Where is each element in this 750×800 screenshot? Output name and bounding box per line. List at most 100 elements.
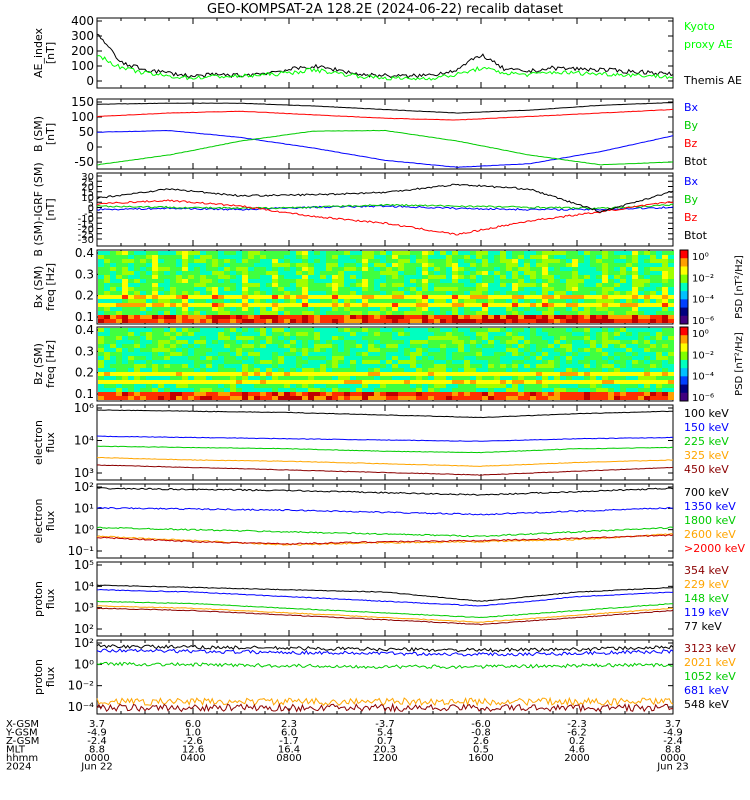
spectrogram-cell — [590, 364, 596, 368]
spectrogram-cell — [476, 275, 482, 279]
spectrogram-cell — [392, 348, 398, 352]
spectrogram-cell — [656, 340, 662, 344]
spectrogram-cell — [572, 295, 578, 299]
y-tick-label: 100 — [71, 59, 94, 73]
spectrogram-cell — [572, 372, 578, 376]
spectrogram-cell — [626, 267, 632, 271]
spectrogram-cell — [638, 372, 644, 376]
spectrogram-cell — [350, 279, 356, 283]
spectrogram-cell — [638, 328, 644, 332]
spectrogram-cell — [188, 283, 194, 287]
footer-value: 0.5 — [473, 745, 489, 756]
spectrogram-cell — [608, 263, 614, 267]
spectrogram-cell — [512, 364, 518, 368]
spectrogram-cell — [476, 392, 482, 396]
spectrogram-cell — [320, 388, 326, 392]
spectrogram-cell — [512, 263, 518, 267]
spectrogram-cell — [644, 275, 650, 279]
spectrogram-cell — [368, 291, 374, 295]
spectrogram-cell — [554, 372, 560, 376]
spectrogram-cell — [272, 396, 278, 400]
colorbar-segment — [680, 384, 688, 394]
spectrogram-cell — [158, 360, 164, 364]
spectrogram-cell — [248, 307, 254, 311]
spectrogram-cell — [548, 356, 554, 360]
spectrogram-cell — [524, 263, 530, 267]
spectrogram-cell — [158, 263, 164, 267]
spectrogram-cell — [626, 319, 632, 323]
spectrogram-cell — [380, 348, 386, 352]
spectrogram-cell — [104, 307, 110, 311]
spectrogram-cell — [614, 348, 620, 352]
spectrogram-cell — [668, 307, 674, 311]
spectrogram-cell — [170, 388, 176, 392]
spectrogram-cell — [236, 255, 242, 259]
spectrogram-cell — [116, 340, 122, 344]
spectrogram-cell — [362, 275, 368, 279]
spectrogram-cell — [164, 372, 170, 376]
spectrogram-cell — [200, 303, 206, 307]
spectrogram-cell — [668, 287, 674, 291]
spectrogram-cell — [386, 319, 392, 323]
spectrogram-cell — [134, 251, 140, 255]
spectrogram-cell — [218, 376, 224, 380]
spectrogram-cell — [524, 311, 530, 315]
spectrogram-cell — [164, 332, 170, 336]
spectrogram-cell — [314, 368, 320, 372]
spectrogram-cell — [260, 380, 266, 384]
spectrogram-cell — [302, 291, 308, 295]
series-line — [97, 129, 674, 168]
spectrogram-cell — [380, 287, 386, 291]
spectrogram-cell — [368, 315, 374, 319]
spectrogram-cell — [416, 356, 422, 360]
spectrogram-cell — [638, 364, 644, 368]
spectrogram-cell — [230, 336, 236, 340]
spectrogram-cell — [278, 251, 284, 255]
spectrogram-cell — [476, 384, 482, 388]
spectrogram-cell — [326, 396, 332, 400]
spectrogram-cell — [512, 348, 518, 352]
spectrogram-cell — [308, 340, 314, 344]
spectrogram-cell — [494, 340, 500, 344]
spectrogram-cell — [548, 287, 554, 291]
spectrogram-cell — [464, 356, 470, 360]
spectrogram-cell — [116, 388, 122, 392]
spectrogram-cell — [218, 392, 224, 396]
spectrogram-cell — [248, 299, 254, 303]
spectrogram-cell — [422, 295, 428, 299]
spectrogram-cell — [398, 332, 404, 336]
spectrogram-cell — [338, 344, 344, 348]
spectrogram-cell — [188, 396, 194, 400]
spectrogram-cell — [242, 328, 248, 332]
spectrogram-cell — [158, 291, 164, 295]
spectrogram-cell — [620, 336, 626, 340]
spectrogram-cell — [506, 271, 512, 275]
spectrogram-cell — [248, 328, 254, 332]
spectrogram-cell — [482, 396, 488, 400]
spectrogram-cell — [494, 267, 500, 271]
spectrogram-cell — [140, 372, 146, 376]
spectrogram-cell — [152, 303, 158, 307]
spectrogram-cell — [266, 368, 272, 372]
spectrogram-cell — [104, 267, 110, 271]
spectrogram-cell — [596, 303, 602, 307]
spectrogram-cell — [272, 364, 278, 368]
spectrogram-cell — [476, 340, 482, 344]
spectrogram-cell — [386, 348, 392, 352]
spectrogram-cell — [608, 255, 614, 259]
spectrogram-cell — [326, 340, 332, 344]
spectrogram-cell — [194, 259, 200, 263]
spectrogram-cell — [626, 388, 632, 392]
spectrogram-cell — [638, 251, 644, 255]
spectrogram-cell — [314, 291, 320, 295]
spectrogram-cell — [602, 279, 608, 283]
spectrogram-cell — [608, 352, 614, 356]
spectrogram-cell — [410, 328, 416, 332]
spectrogram-cell — [638, 376, 644, 380]
spectrogram-cell — [566, 263, 572, 267]
spectrogram-cell — [416, 332, 422, 336]
y-axis-label-line: proton — [32, 581, 45, 617]
spectrogram-cell — [278, 255, 284, 259]
spectrogram-cell — [218, 328, 224, 332]
spectrogram-cell — [140, 368, 146, 372]
